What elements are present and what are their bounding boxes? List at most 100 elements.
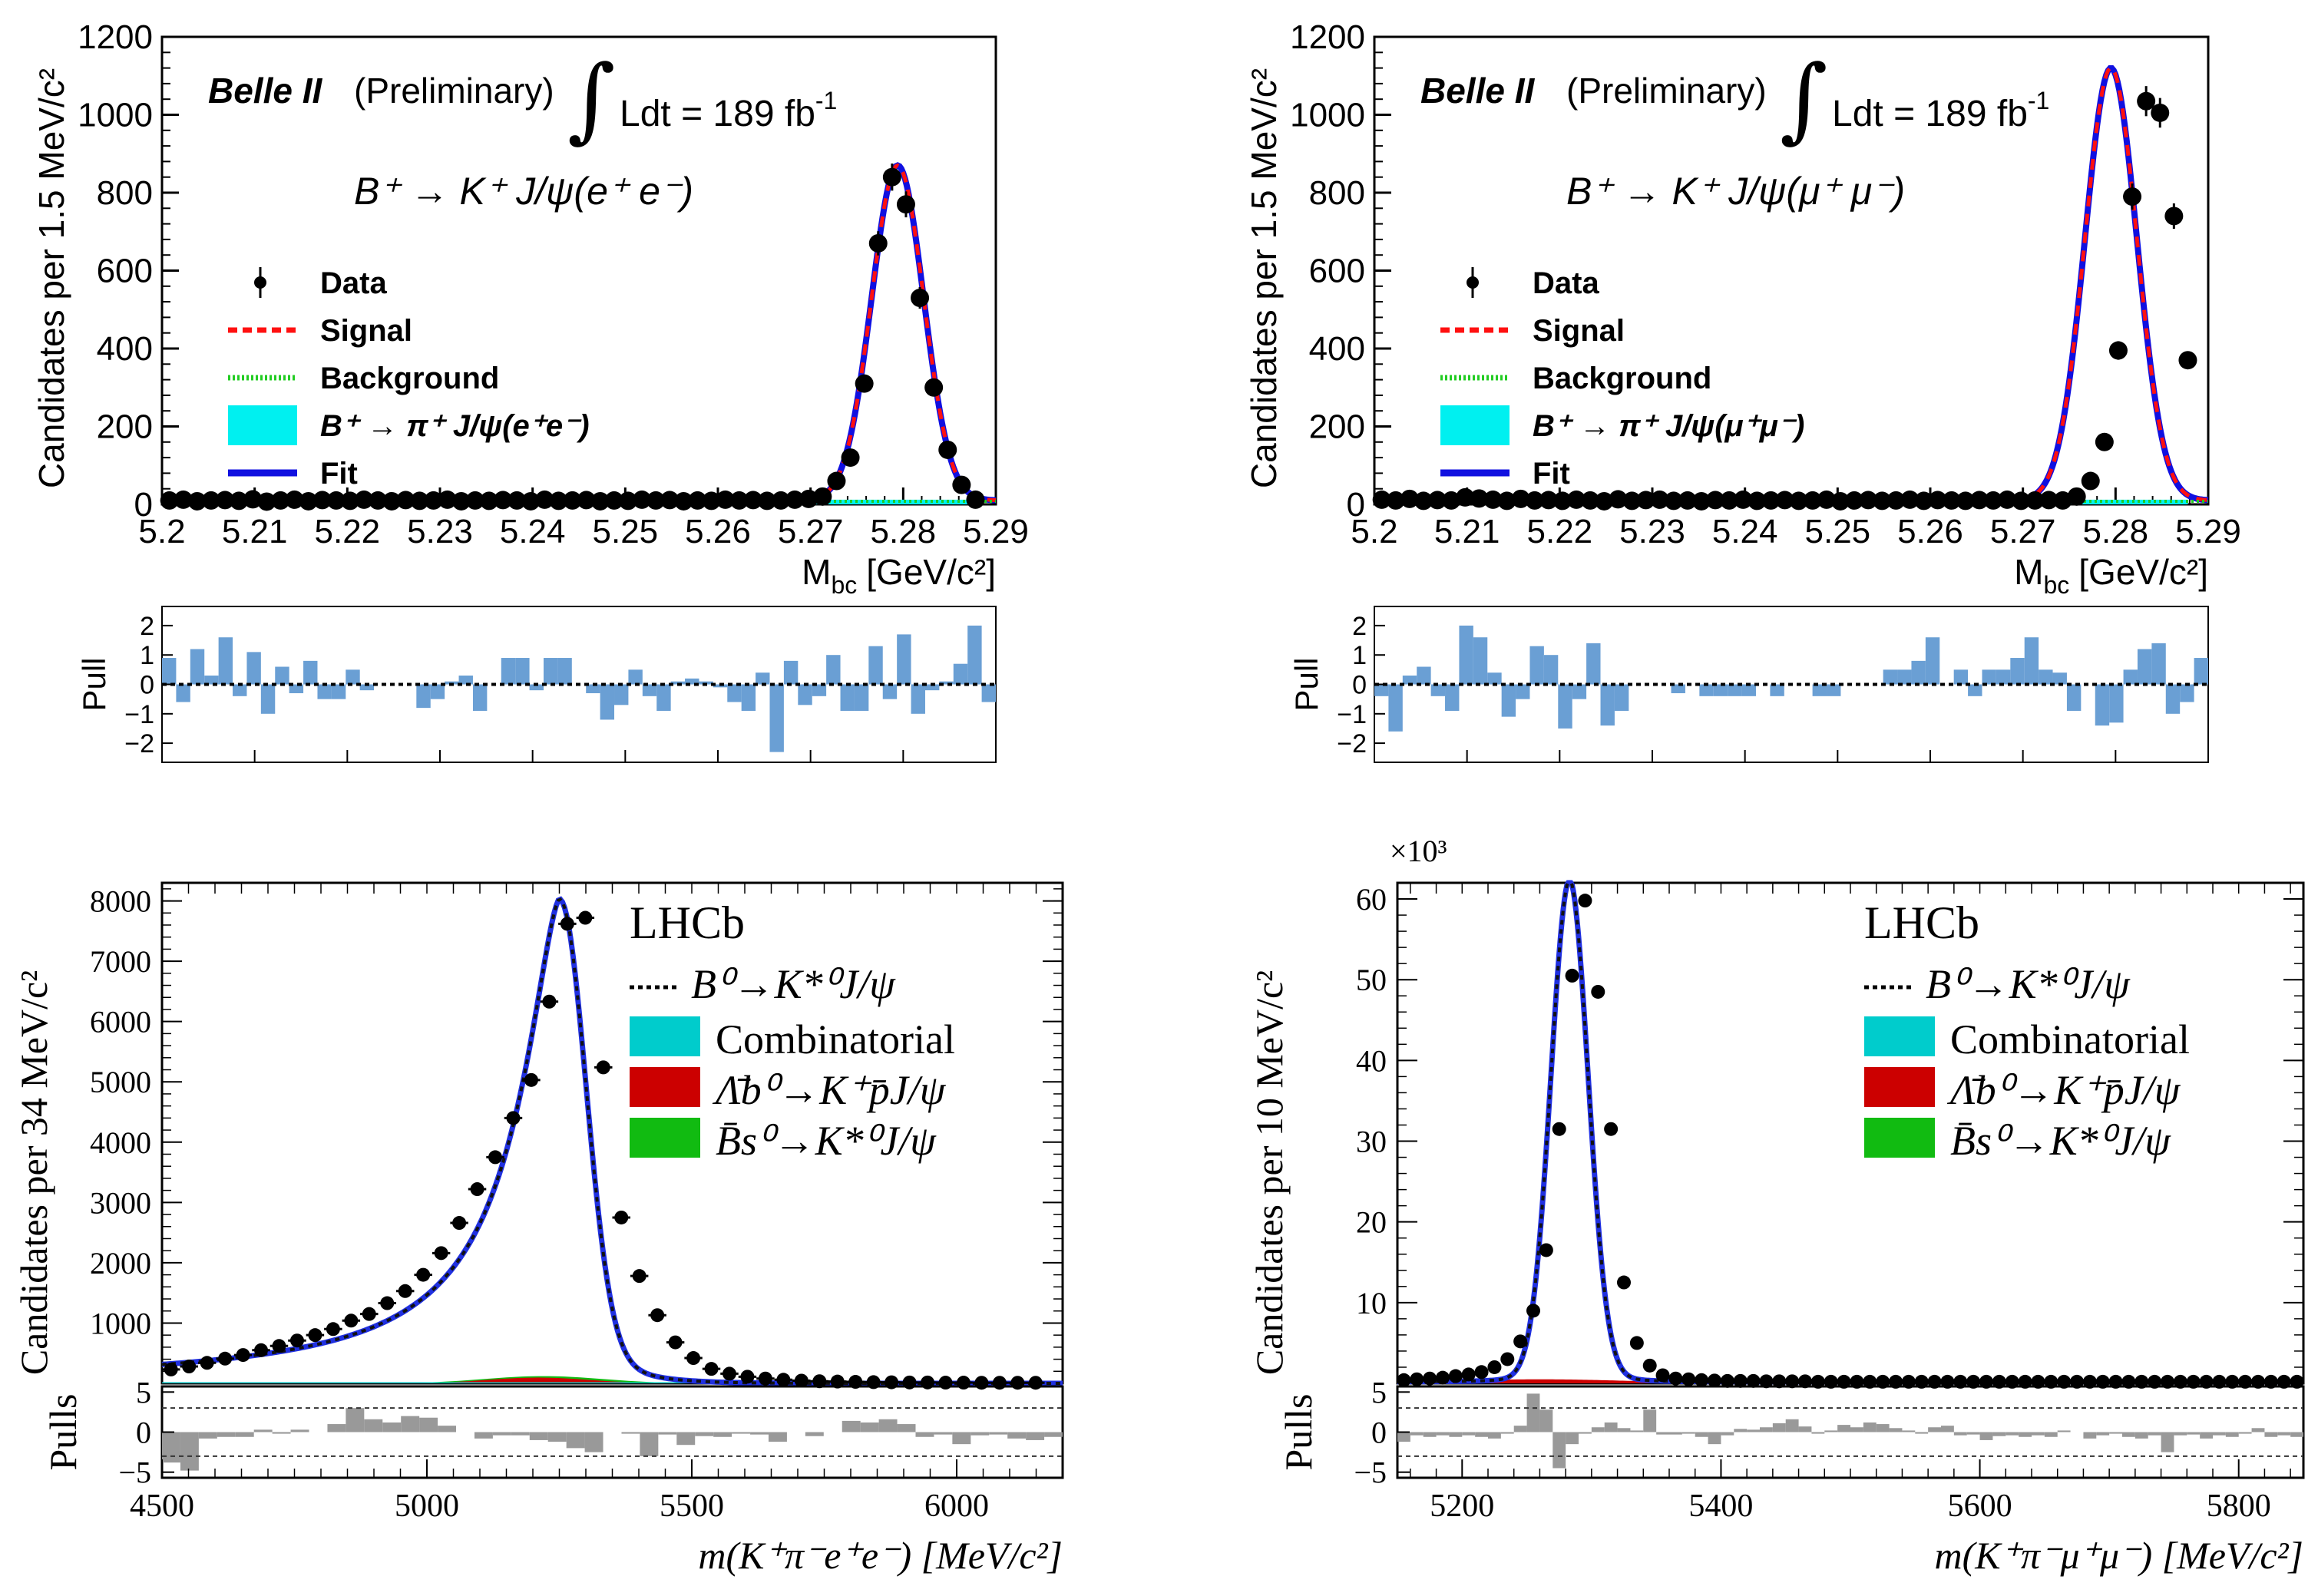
y-tick-label: 1200 (78, 18, 153, 56)
data-point (542, 994, 557, 1009)
pull-bar (642, 684, 657, 696)
data-point (757, 491, 776, 511)
data-point (2108, 1374, 2123, 1389)
pull-bar (1747, 1429, 1760, 1432)
data-point (2121, 1374, 2136, 1389)
y-tick-label: 7000 (90, 944, 151, 979)
pull-bar (878, 1419, 898, 1432)
y-tick-label: 200 (97, 408, 153, 446)
data-point (2025, 491, 2045, 510)
data-point (1876, 1374, 1890, 1389)
pull-bar (1430, 684, 1446, 696)
pull-bar (458, 676, 473, 685)
data-point (1748, 491, 1767, 511)
data-point (632, 1269, 646, 1284)
data-point (271, 491, 290, 510)
pull-bar (401, 1416, 420, 1432)
pull-bar (614, 684, 629, 705)
pull-bar (419, 1417, 438, 1432)
y-multiplier: ×10³ (1390, 834, 1447, 868)
data-point (2186, 1374, 2201, 1389)
data-point (164, 1362, 178, 1376)
pull-bar (939, 681, 954, 685)
legend-label: Fit (320, 457, 358, 491)
pull-bar (1953, 669, 1969, 685)
legend-peaking-swatch (1440, 405, 1510, 445)
pull-bar (303, 660, 318, 685)
pull-bar (676, 1432, 696, 1446)
pull-bar (2238, 1432, 2252, 1434)
data-point (524, 1072, 538, 1087)
x-tick-label: 5.23 (407, 513, 473, 550)
chart-lhcb_ee: 1000 2000 3000 4000 5000 6000 7000 8000 Candidat… (12, 881, 1064, 1577)
data-point (560, 917, 574, 931)
data-point (1642, 1358, 1657, 1373)
data-point (2095, 1374, 2110, 1389)
pull-bar (1543, 655, 1559, 685)
data-point (2277, 1374, 2291, 1389)
pull-bar (1897, 669, 1912, 685)
data-point (650, 1308, 665, 1323)
data-point (1461, 1367, 1476, 1382)
pull-bar (246, 652, 261, 685)
data-point (1010, 1376, 1025, 1390)
data-point (1900, 490, 1920, 509)
pull-bar (1798, 1426, 1812, 1432)
data-point (299, 491, 318, 511)
pull-bar (1473, 637, 1488, 685)
data-point (1845, 491, 1864, 510)
pull-bar (798, 684, 812, 705)
data-point (674, 491, 693, 511)
data-point (1914, 1374, 1929, 1389)
data-point (966, 490, 985, 509)
data-point (1470, 489, 1489, 508)
x-tick-label: 5200 (1430, 1489, 1494, 1524)
data-point (1695, 1373, 1709, 1387)
pull-tick-label: −1 (124, 700, 154, 729)
pull-bar (515, 658, 530, 685)
y-tick-label: 400 (1309, 330, 1365, 368)
pull-bar (1397, 1432, 1410, 1442)
pull-bar (2109, 1432, 2122, 1434)
data-point (2012, 491, 2031, 511)
legend-bs-swatch (630, 1118, 700, 1158)
pull-bar (1526, 1393, 1540, 1432)
data-point (1526, 1304, 1540, 1318)
pull-bar (272, 1432, 291, 1434)
y-tick-label: 1000 (90, 1306, 151, 1340)
data-point (1539, 491, 1558, 510)
pull-tick-label: 2 (140, 612, 154, 641)
pull-bar (750, 1432, 769, 1435)
data-point (1720, 491, 1739, 510)
pull-tick-label: 1 (140, 641, 154, 670)
data-point (1604, 1122, 1619, 1136)
data-point (1775, 491, 1794, 510)
data-point (362, 1307, 376, 1321)
data-point (794, 1373, 808, 1388)
data-point (1552, 491, 1572, 511)
y-tick-label: 5000 (90, 1065, 151, 1099)
data-point (452, 1216, 467, 1231)
status-label: (Preliminary) (354, 71, 554, 111)
data-point (1500, 1352, 1515, 1366)
pull-tick-label: −5 (118, 1456, 151, 1490)
pull-bar (727, 684, 742, 702)
data-point (216, 491, 235, 510)
x-tick-label: 5.25 (593, 513, 659, 550)
y-tick-label: 50 (1356, 963, 1387, 997)
data-point (1423, 1371, 1437, 1386)
data-point (1414, 491, 1433, 511)
pull-bar (1374, 684, 1389, 696)
pull-bar (2039, 669, 2053, 685)
signal-curve (162, 163, 997, 503)
data-point (494, 491, 513, 510)
data-point (1824, 1374, 1838, 1389)
data-point (614, 1210, 629, 1224)
pull-panel: 5 0 −5 Pulls 5200 5400 5600 5800 m(K⁺π⁻μ⁺μ⁻) [Me… (1277, 1375, 2305, 1577)
data-point (272, 1339, 286, 1353)
data-point (1942, 491, 1961, 510)
pull-bar (756, 672, 770, 685)
pull-bar (934, 1432, 953, 1435)
pull-bar (600, 684, 615, 720)
pull-bar (868, 646, 883, 685)
